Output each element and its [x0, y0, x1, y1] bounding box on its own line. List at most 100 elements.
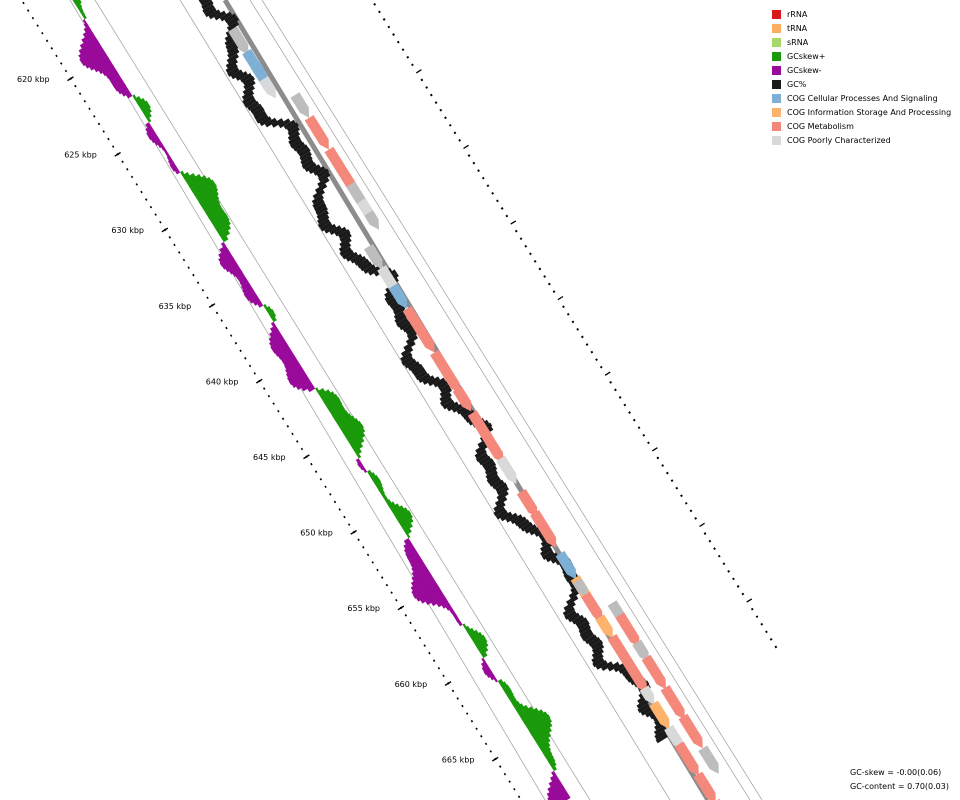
- cds-feature-arrow: [324, 146, 357, 194]
- gc-skew-positive-bar: [381, 493, 387, 499]
- gc-content-bar: [493, 506, 506, 517]
- gc-content-bar: [579, 628, 593, 639]
- gc-skew-positive-bar: [271, 316, 277, 323]
- outer-minor-tick: [524, 244, 528, 248]
- gc-content-bar: [520, 521, 533, 532]
- gc-content-bar: [329, 225, 342, 235]
- gc-skew-negative-bar: [84, 52, 108, 69]
- gc-content-bar: [318, 172, 331, 182]
- gc-skew-negative-bar: [436, 597, 449, 608]
- outer-minor-tick: [647, 441, 650, 445]
- minor-tick: [229, 334, 233, 337]
- major-tick: [491, 756, 499, 762]
- gc-content-bar: [338, 242, 352, 253]
- outer-minor-tick: [396, 40, 400, 44]
- gc-content-bar: [334, 226, 347, 237]
- outer-minor-tick: [472, 161, 476, 165]
- outer-minor-tick: [382, 18, 386, 21]
- gc-skew-negative-bar: [275, 345, 291, 357]
- minor-tick: [159, 220, 162, 224]
- major-tick: [397, 605, 405, 611]
- gc-skew-negative-bar: [150, 135, 160, 144]
- cds-feature-arrow: [516, 488, 538, 518]
- major-tick: [444, 681, 452, 686]
- gc-skew-negative-bar: [357, 461, 363, 468]
- cds-feature-arrow: [595, 614, 613, 639]
- minor-tick: [126, 168, 129, 171]
- minor-tick: [404, 614, 408, 617]
- gc-skew-negative-bar: [288, 371, 307, 386]
- gc-content-bar: [567, 612, 581, 623]
- gc-skew-positive-bar: [375, 481, 383, 489]
- gc-skew-negative-bar: [411, 578, 436, 596]
- gc-skew-positive-bar: [385, 499, 392, 506]
- gc-content-bar: [359, 261, 373, 272]
- outer-minor-tick: [708, 539, 712, 543]
- legend-swatch: [772, 24, 781, 33]
- gc-skew-positive-bar: [219, 230, 231, 239]
- gc-content-bar: [413, 367, 426, 377]
- gc-skew-negative-bar: [235, 271, 245, 280]
- gc-content-bar: [283, 119, 296, 130]
- outer-major-tick: [604, 371, 611, 376]
- minor-tick: [513, 787, 516, 791]
- gc-skew-negative-bar: [232, 268, 243, 277]
- gc-content-bar: [540, 546, 553, 557]
- gc-skew-positive-bar: [74, 0, 82, 7]
- outer-minor-tick: [585, 343, 589, 346]
- gc-content-bar: [287, 126, 300, 137]
- gc-content-bar: [339, 232, 352, 243]
- gc-skew-negative-bar: [146, 128, 156, 137]
- outer-minor-tick: [703, 532, 707, 535]
- gc-skew-positive-bar: [466, 627, 475, 635]
- minor-tick: [130, 175, 134, 179]
- gc-skew-negative-bar: [277, 348, 293, 360]
- minor-tick: [149, 205, 153, 209]
- track-guide-lines: [69, 0, 763, 800]
- gc-content-bar: [242, 85, 255, 95]
- gc-content-bar: [396, 317, 409, 328]
- gc-content-bar: [368, 265, 381, 276]
- gc-skew-positive-bar: [512, 700, 521, 708]
- gc-content-bar: [363, 264, 376, 274]
- gc-content-bar: [208, 9, 221, 20]
- legend-label: GC%: [787, 80, 807, 89]
- gc-skew-negative-bar: [102, 65, 116, 77]
- minor-tick: [423, 644, 426, 647]
- gc-content-bar: [584, 634, 598, 645]
- gc-skew-positive-bar: [352, 442, 364, 452]
- outer-minor-tick: [618, 396, 622, 399]
- outer-minor-tick: [566, 312, 570, 316]
- minor-tick: [55, 54, 58, 58]
- gc-skew-positive-bar: [78, 7, 84, 13]
- gc-content-bar: [590, 639, 604, 650]
- outer-tick-track: [373, 2, 778, 649]
- legend-swatch: [772, 52, 781, 61]
- gc-skew-positive-bar: [497, 678, 504, 685]
- gc-content-bar: [288, 135, 301, 146]
- outer-minor-tick: [599, 365, 603, 369]
- outer-minor-tick: [732, 577, 735, 581]
- gc-content-bar: [241, 90, 255, 101]
- outer-major-tick: [415, 69, 422, 74]
- gc-content-bar: [357, 258, 370, 269]
- gc-skew-negative-bar: [81, 49, 106, 67]
- gc-skew-positive-bar: [194, 182, 218, 199]
- gc-skew-negative-bar: [272, 341, 289, 354]
- minor-tick: [239, 349, 242, 353]
- gc-skew-positive-bar: [501, 684, 510, 692]
- cds-feature-arrow: [304, 115, 329, 150]
- gc-skew-positive-bar: [339, 418, 359, 432]
- gc-content-bar: [224, 13, 237, 24]
- gc-skew-positive-bar: [348, 432, 366, 446]
- outer-minor-tick: [580, 335, 584, 339]
- gc-skew-negative-bar: [83, 22, 89, 28]
- gc-skew-negative-bar: [81, 32, 96, 44]
- outer-major-tick: [651, 447, 658, 452]
- outer-minor-tick: [392, 33, 395, 36]
- outer-minor-tick: [628, 411, 631, 414]
- minor-tick: [390, 591, 393, 594]
- gc-content-bar: [486, 473, 499, 484]
- gc-skew-negative-bar: [218, 248, 231, 259]
- gc-content-bar: [433, 377, 446, 388]
